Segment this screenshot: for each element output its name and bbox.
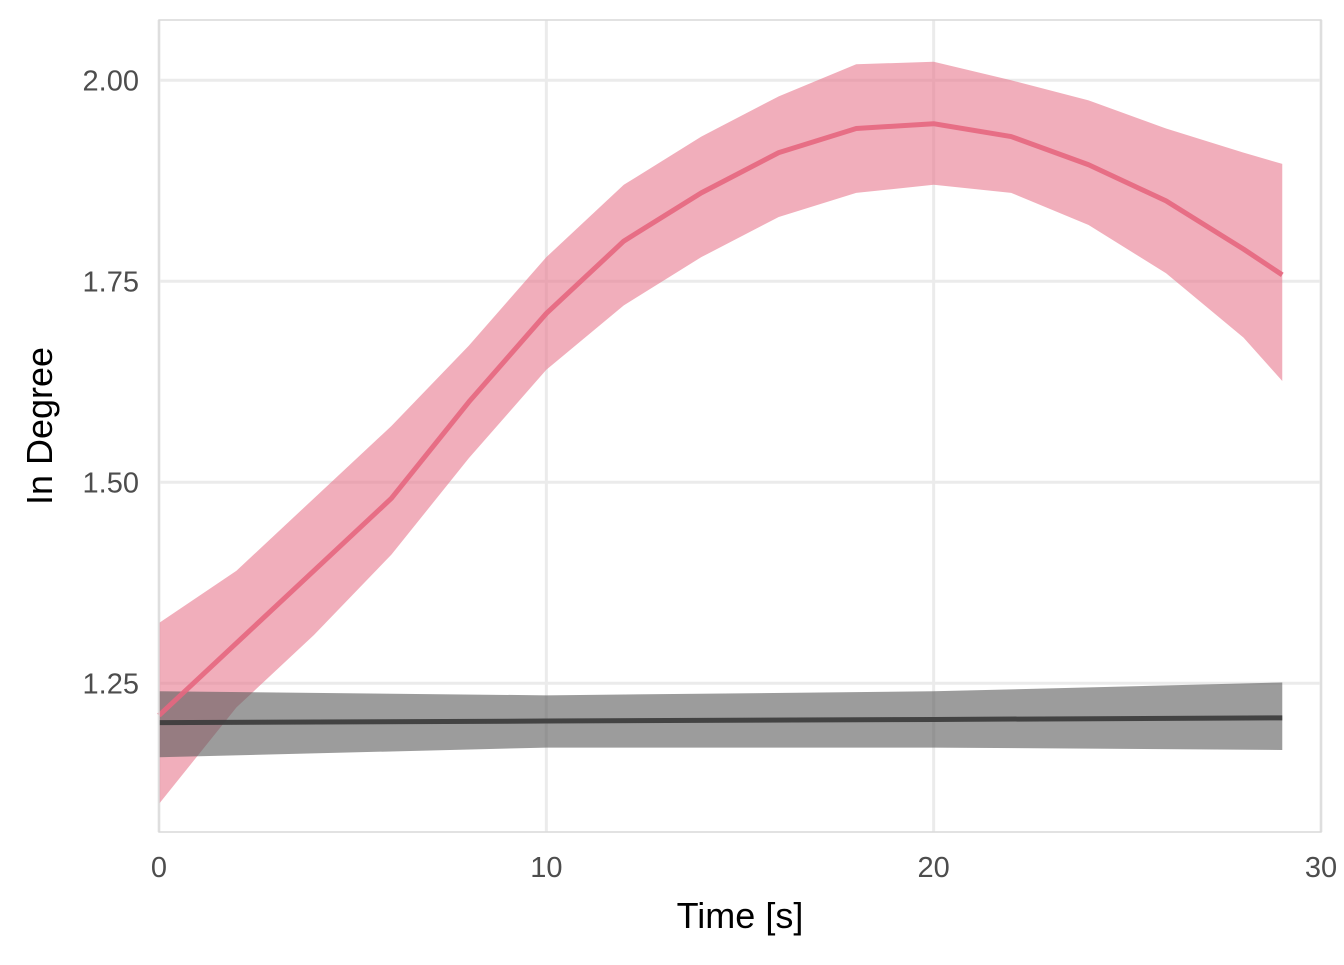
y-tick-label: 2.00 <box>83 65 139 97</box>
y-axis-label: In Degree <box>19 347 60 505</box>
x-tick-label: 10 <box>530 852 562 884</box>
x-tick-label: 30 <box>1305 852 1337 884</box>
line-black <box>158 715 1283 726</box>
panel-border <box>158 19 1322 833</box>
x-tick-label: 0 <box>151 852 167 884</box>
x-tick-label: 20 <box>918 852 950 884</box>
tick-labels: 0 10 20 30 1.25 1.50 1.75 2.00 <box>83 65 1338 884</box>
line-red <box>157 121 1284 718</box>
ribbons <box>159 61 1283 804</box>
ribbon-red <box>159 61 1283 804</box>
y-tick-label: 1.75 <box>83 266 139 298</box>
x-axis-label: Time [s] <box>677 895 804 936</box>
y-tick-label: 1.50 <box>83 467 139 499</box>
y-tick-label: 1.25 <box>83 668 139 700</box>
lines <box>157 121 1284 726</box>
